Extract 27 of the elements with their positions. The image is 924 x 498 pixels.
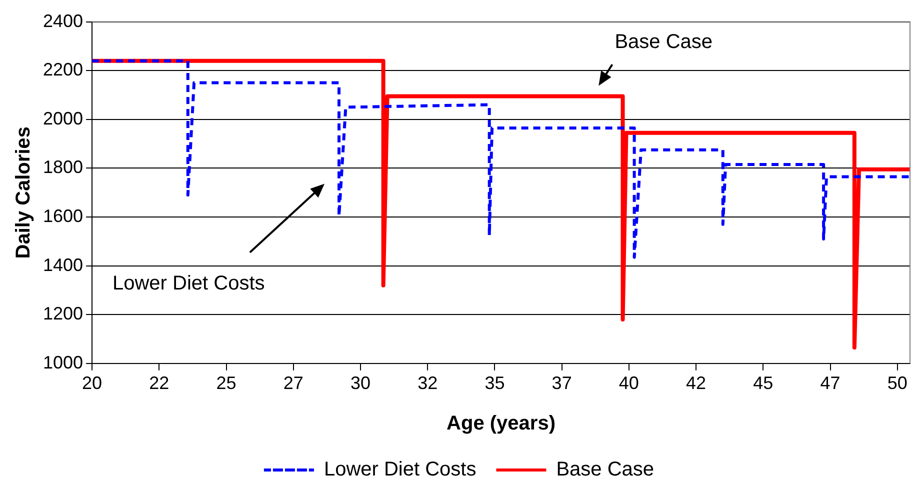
- x-tick-label: 32: [418, 373, 438, 394]
- y-tick-label: 1600: [42, 206, 84, 226]
- legend-label: Base Case: [556, 458, 654, 481]
- y-tick-label: 2000: [42, 108, 84, 128]
- y-tick-label: 2200: [42, 60, 84, 80]
- annotation: Base Case: [614, 30, 713, 53]
- x-tick-label: 30: [350, 373, 371, 394]
- x-tick-label: 40: [618, 373, 639, 394]
- y-tick-label: 2400: [42, 10, 84, 31]
- x-tick-label: 37: [552, 373, 572, 394]
- y-tick-label: 1000: [42, 352, 84, 372]
- x-tick-label: 47: [820, 373, 840, 394]
- y-tick-label: 1800: [42, 157, 84, 178]
- annotation: Lower Diet Costs: [112, 272, 265, 295]
- y-axis-title: Daily Calories: [12, 126, 35, 259]
- x-tick-label: 50: [887, 373, 908, 394]
- x-tick-label: 35: [484, 373, 505, 394]
- x-tick-label: 25: [216, 373, 236, 394]
- x-axis-title: Age (years): [446, 412, 556, 435]
- x-tick-label: 20: [82, 373, 102, 394]
- y-tick-label: 1400: [42, 254, 84, 275]
- x-tick-label: 22: [149, 373, 170, 394]
- y-tick-label: 1200: [42, 304, 84, 324]
- legend-label: Lower Diet Costs: [324, 458, 476, 481]
- x-tick-label: 27: [283, 373, 304, 394]
- x-tick-label: 42: [686, 373, 706, 394]
- x-tick-label: 45: [753, 373, 774, 394]
